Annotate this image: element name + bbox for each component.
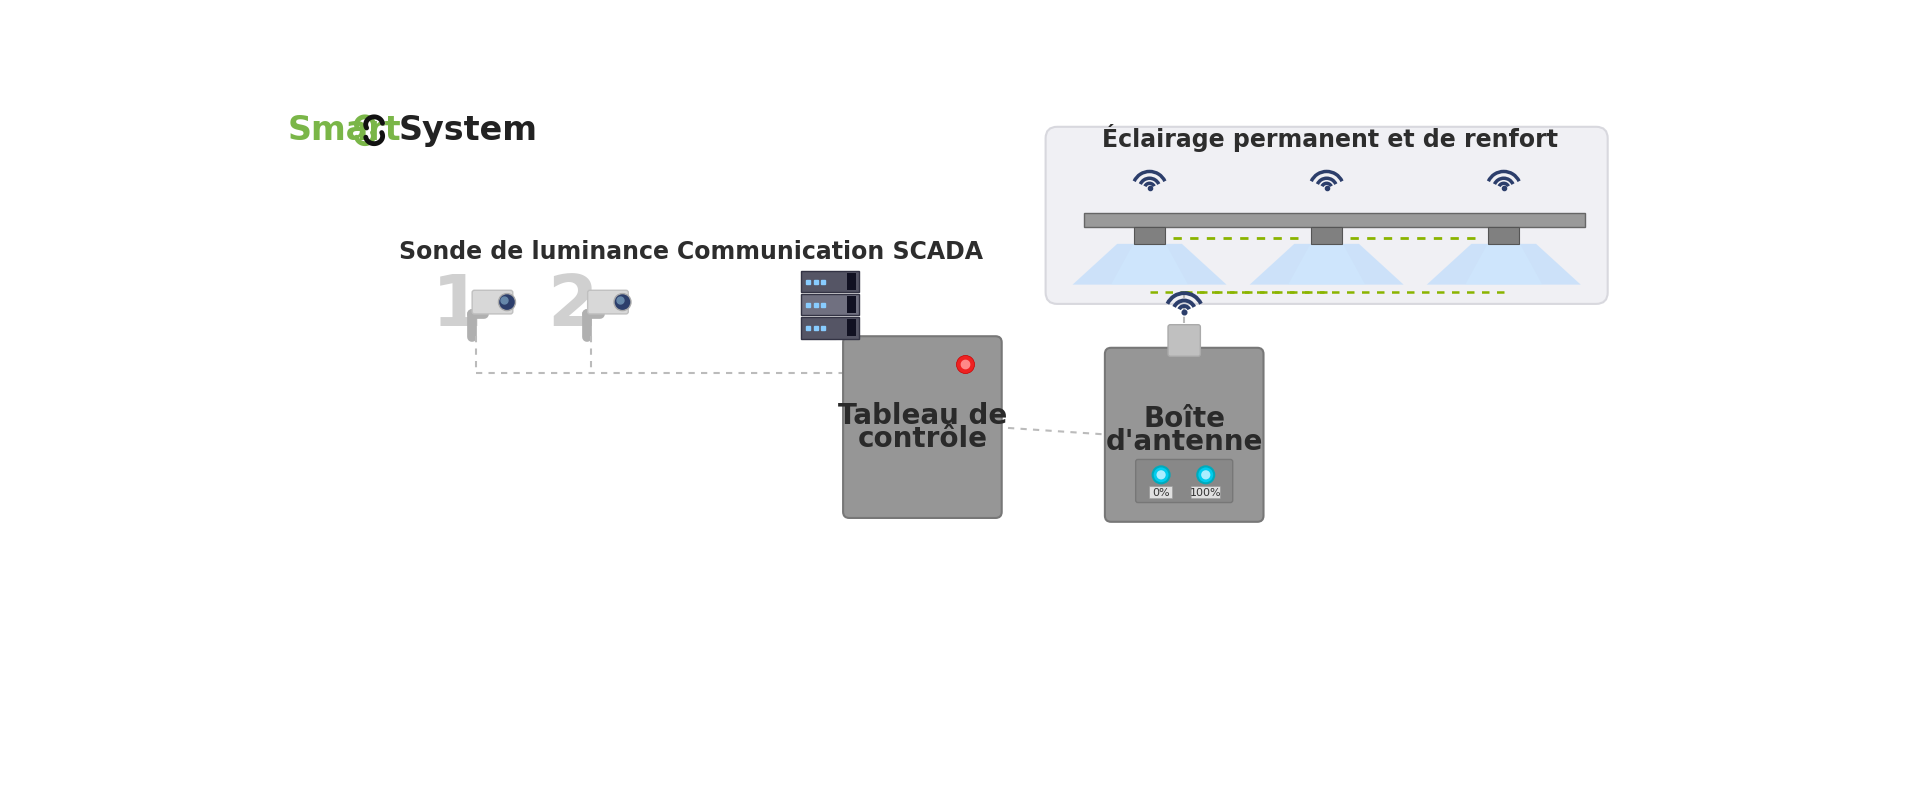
Polygon shape: [1073, 244, 1227, 285]
Text: 2: 2: [547, 272, 597, 341]
Text: Sonde de luminance: Sonde de luminance: [399, 239, 668, 263]
Text: Boîte: Boîte: [1142, 406, 1225, 434]
Text: Smart: Smart: [288, 114, 401, 147]
FancyBboxPatch shape: [1104, 348, 1263, 522]
Polygon shape: [1112, 244, 1188, 285]
FancyBboxPatch shape: [472, 290, 513, 314]
Text: Éclairage permanent et de renfort: Éclairage permanent et de renfort: [1102, 124, 1559, 152]
Polygon shape: [1465, 244, 1542, 285]
Text: Tableau de: Tableau de: [837, 402, 1006, 430]
FancyBboxPatch shape: [1150, 486, 1173, 498]
Bar: [801, 317, 858, 338]
Bar: [801, 270, 858, 292]
Bar: [847, 296, 856, 313]
Circle shape: [1198, 466, 1213, 483]
Bar: [1488, 227, 1519, 244]
Text: 0%: 0%: [1152, 487, 1169, 498]
Text: d'antenne: d'antenne: [1106, 429, 1263, 457]
FancyBboxPatch shape: [843, 336, 1002, 518]
Circle shape: [1156, 470, 1165, 479]
FancyBboxPatch shape: [1190, 486, 1221, 498]
Bar: [801, 294, 858, 315]
Circle shape: [1202, 470, 1210, 479]
FancyBboxPatch shape: [1137, 459, 1233, 502]
Polygon shape: [1250, 244, 1404, 285]
Bar: [1311, 227, 1342, 244]
Text: 1: 1: [432, 272, 482, 341]
Circle shape: [1152, 466, 1169, 483]
Text: 100%: 100%: [1190, 487, 1221, 498]
Circle shape: [614, 294, 632, 310]
Text: contrôle: contrôle: [858, 425, 987, 453]
Polygon shape: [1427, 244, 1580, 285]
Polygon shape: [1288, 244, 1365, 285]
Text: System: System: [399, 114, 538, 147]
Text: Communication SCADA: Communication SCADA: [678, 239, 983, 263]
Circle shape: [499, 294, 515, 310]
Bar: [847, 319, 856, 336]
FancyBboxPatch shape: [1046, 126, 1607, 304]
Bar: [1135, 227, 1165, 244]
FancyBboxPatch shape: [1167, 325, 1200, 356]
Bar: [1085, 213, 1584, 227]
FancyBboxPatch shape: [588, 290, 628, 314]
Bar: [847, 273, 856, 290]
